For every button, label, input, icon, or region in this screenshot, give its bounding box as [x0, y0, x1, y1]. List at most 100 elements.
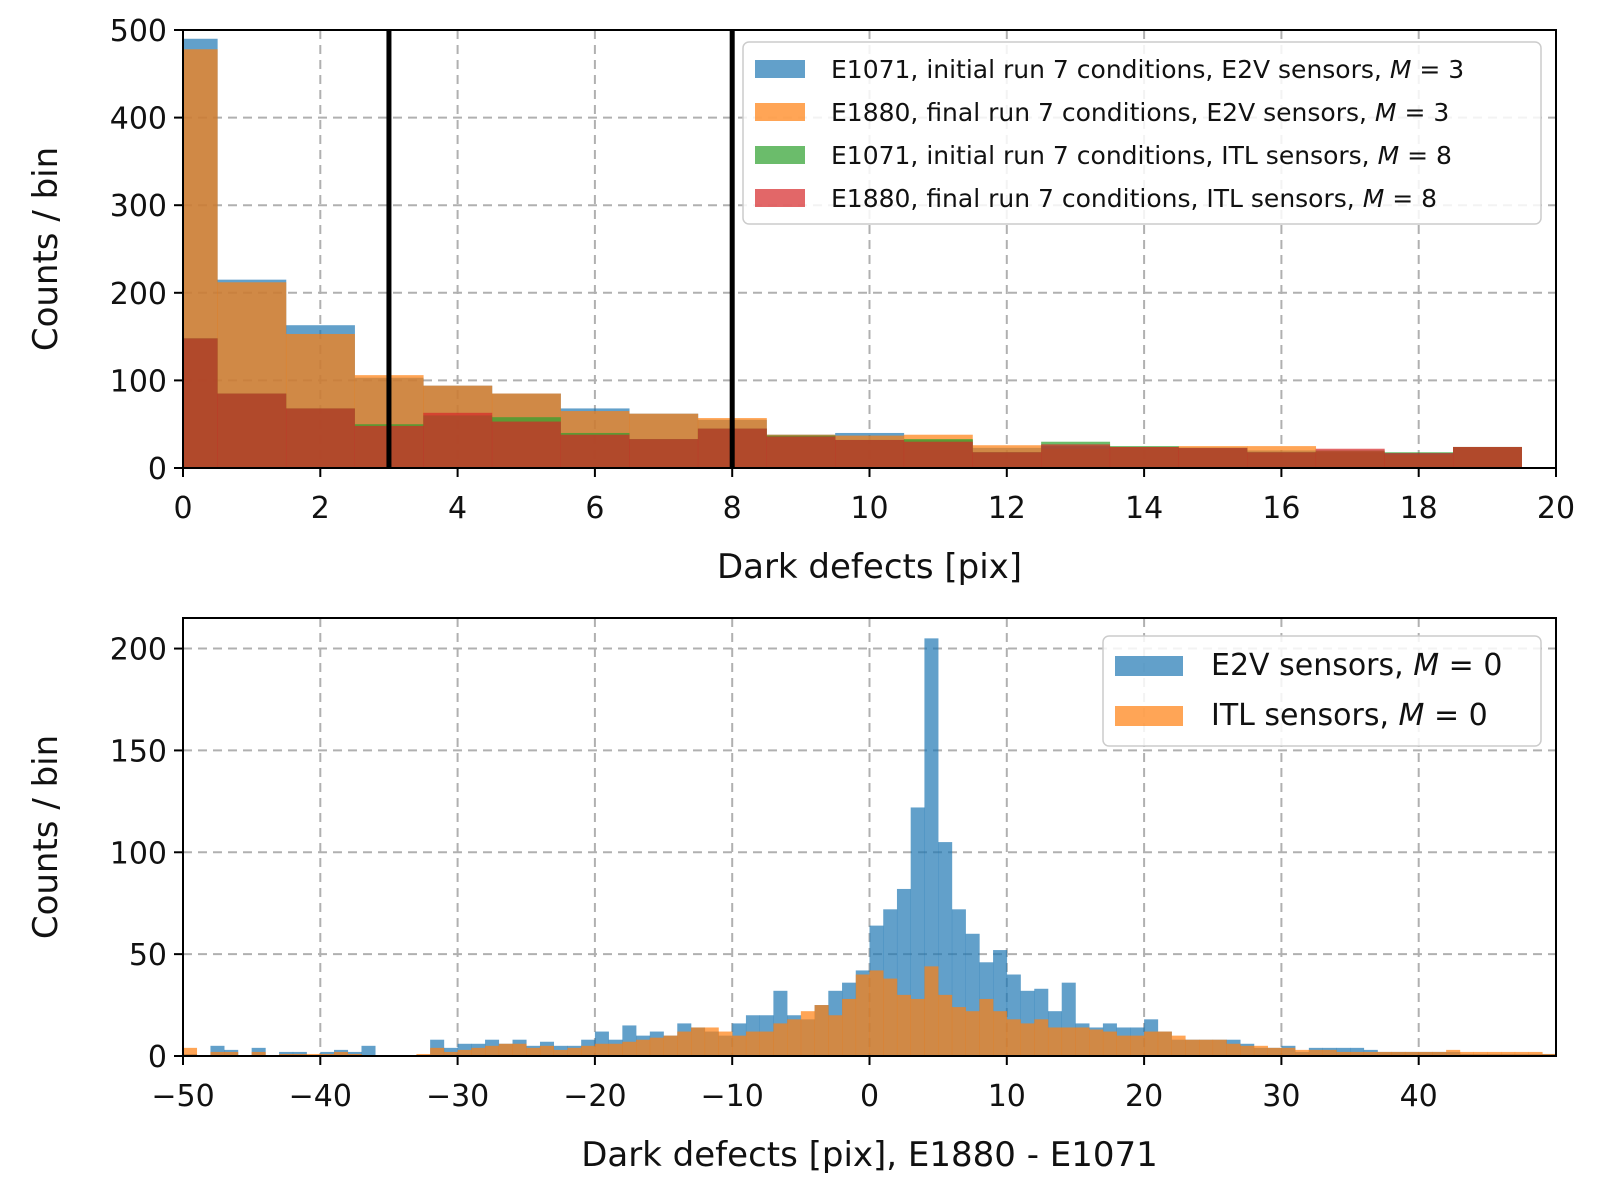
bottom-bar-series-1: [745, 1031, 760, 1056]
bottom-bar-series-1: [320, 1053, 335, 1056]
top-bar-series-3: [217, 393, 287, 468]
bottom-x-tick-label: 20: [1125, 1079, 1163, 1114]
top-y-tick-label: 500: [110, 14, 167, 49]
bottom-bar-series-0: [910, 807, 925, 1056]
top-y-axis-label: Counts / bin: [26, 147, 66, 351]
top-legend-entry: E1880, final run 7 conditions, E2V senso…: [831, 98, 1449, 127]
top-bar-series-3: [183, 338, 218, 468]
bottom-x-tick-label: 40: [1400, 1079, 1438, 1114]
bottom-bar-series-1: [622, 1041, 637, 1056]
bottom-bar-series-1: [1322, 1049, 1337, 1056]
top-x-tick-label: 4: [448, 491, 467, 526]
top-legend-swatch: [755, 146, 805, 164]
bottom-bar-series-1: [594, 1043, 609, 1056]
bottom-bar-series-1: [1459, 1051, 1474, 1056]
top-x-axis-label: Dark defects [pix]: [717, 547, 1022, 587]
top-x-tick-label: 8: [723, 491, 742, 526]
bottom-bar-series-1: [183, 1047, 198, 1056]
bottom-bar-series-1: [1542, 1053, 1557, 1056]
bottom-x-axis-label: Dark defects [pix], E1880 - E1071: [581, 1135, 1158, 1175]
top-bar-series-3: [972, 452, 1042, 468]
bottom-bar-series-1: [485, 1045, 500, 1056]
bottom-bar-series-1: [416, 1053, 431, 1056]
top-x-tick-label: 18: [1400, 491, 1438, 526]
bottom-bar-series-1: [224, 1051, 239, 1056]
bottom-bar-series-1: [1047, 1027, 1063, 1056]
bottom-y-tick-label: 150: [110, 734, 167, 769]
bottom-bar-series-1: [993, 1011, 1008, 1056]
bottom-bar-series-1: [910, 998, 925, 1056]
bottom-bar-series-1: [1363, 1051, 1378, 1056]
bottom-bar-series-1: [471, 1047, 486, 1056]
bottom-bar-series-1: [539, 1045, 555, 1056]
bottom-bar-series-1: [1446, 1049, 1461, 1056]
bottom-bar-series-1: [1102, 1031, 1117, 1056]
top-bar-series-3: [1315, 448, 1385, 468]
top-bar-series-3: [1109, 446, 1179, 468]
bottom-legend-entry: ITL sensors, M = 0: [1211, 698, 1488, 733]
bottom-bar-series-1: [292, 1053, 307, 1056]
bottom-bar-series-1: [306, 1053, 321, 1056]
bottom-bar-series-1: [732, 1035, 747, 1056]
bottom-bar-series-1: [1116, 1035, 1131, 1056]
bottom-bar-series-1: [443, 1051, 458, 1056]
bottom-bar-series-1: [1199, 1039, 1214, 1056]
bottom-bar-series-1: [1240, 1045, 1255, 1056]
bottom-bar-series-1: [1089, 1029, 1104, 1056]
bottom-bar-series-1: [773, 1023, 788, 1056]
bottom-x-tick-label: 10: [988, 1079, 1026, 1114]
bottom-bar-series-0: [924, 638, 939, 1056]
bottom-bar-series-1: [1281, 1047, 1296, 1056]
bottom-bar-series-1: [677, 1031, 692, 1056]
bottom-bar-series-1: [1226, 1043, 1241, 1056]
top-legend-swatch: [755, 103, 805, 121]
bottom-bar-series-1: [1432, 1051, 1447, 1056]
bottom-bar-series-1: [251, 1051, 266, 1056]
bottom-legend-box: [1102, 635, 1542, 747]
bottom-bar-series-1: [1391, 1051, 1406, 1056]
bottom-bar-series-1: [869, 970, 884, 1056]
bottom-bar-series-1: [979, 998, 994, 1056]
bottom-bar-series-1: [1020, 1023, 1035, 1056]
top-bar-series-3: [903, 441, 973, 468]
top-bar-series-3: [423, 412, 493, 468]
bottom-bar-series-1: [1253, 1045, 1268, 1056]
top-bar-series-3: [1384, 453, 1454, 468]
bottom-bar-series-1: [951, 1007, 966, 1056]
top-x-tick-label: 6: [585, 491, 604, 526]
bottom-bar-series-1: [965, 1011, 980, 1056]
bottom-bar-series-1: [1034, 1019, 1049, 1056]
top-bar-series-3: [766, 436, 836, 468]
top-y-tick-label: 200: [110, 277, 167, 312]
bottom-legend-entry: E2V sensors, M = 0: [1211, 648, 1502, 683]
bottom-bar-series-1: [1295, 1049, 1310, 1056]
bottom-bar-series-1: [1528, 1051, 1543, 1056]
bottom-bar-series-1: [1514, 1051, 1529, 1056]
top-legend-entry: E1071, initial run 7 conditions, ITL sen…: [831, 141, 1452, 170]
top-bar-series-3: [491, 421, 561, 468]
top-bar-series-3: [1453, 446, 1522, 468]
bottom-bar-series-1: [1075, 1027, 1090, 1056]
bottom-bar-series-1: [279, 1053, 294, 1056]
bottom-bar-series-1: [1267, 1047, 1282, 1056]
bottom-y-axis-label: Counts / bin: [26, 735, 66, 939]
bottom-bar-series-1: [883, 978, 898, 1056]
top-y-tick-label: 0: [148, 452, 167, 487]
top-x-tick-label: 0: [173, 491, 192, 526]
bottom-bar-series-0: [210, 1045, 225, 1056]
bottom-bar-series-1: [1377, 1051, 1392, 1056]
bottom-bar-series-1: [581, 1045, 596, 1056]
bottom-bar-series-1: [553, 1049, 568, 1056]
bottom-bar-series-1: [210, 1051, 225, 1056]
bottom-bar-series-1: [512, 1043, 527, 1056]
bottom-bar-series-1: [938, 994, 953, 1056]
bottom-bar-series-1: [1350, 1051, 1365, 1056]
bottom-bar-series-1: [896, 994, 911, 1056]
bottom-y-tick-label: 0: [148, 1040, 167, 1075]
bottom-bar-series-1: [498, 1043, 513, 1056]
bottom-x-tick-label: 30: [1262, 1079, 1300, 1114]
bottom-bar-series-1: [1336, 1051, 1351, 1056]
